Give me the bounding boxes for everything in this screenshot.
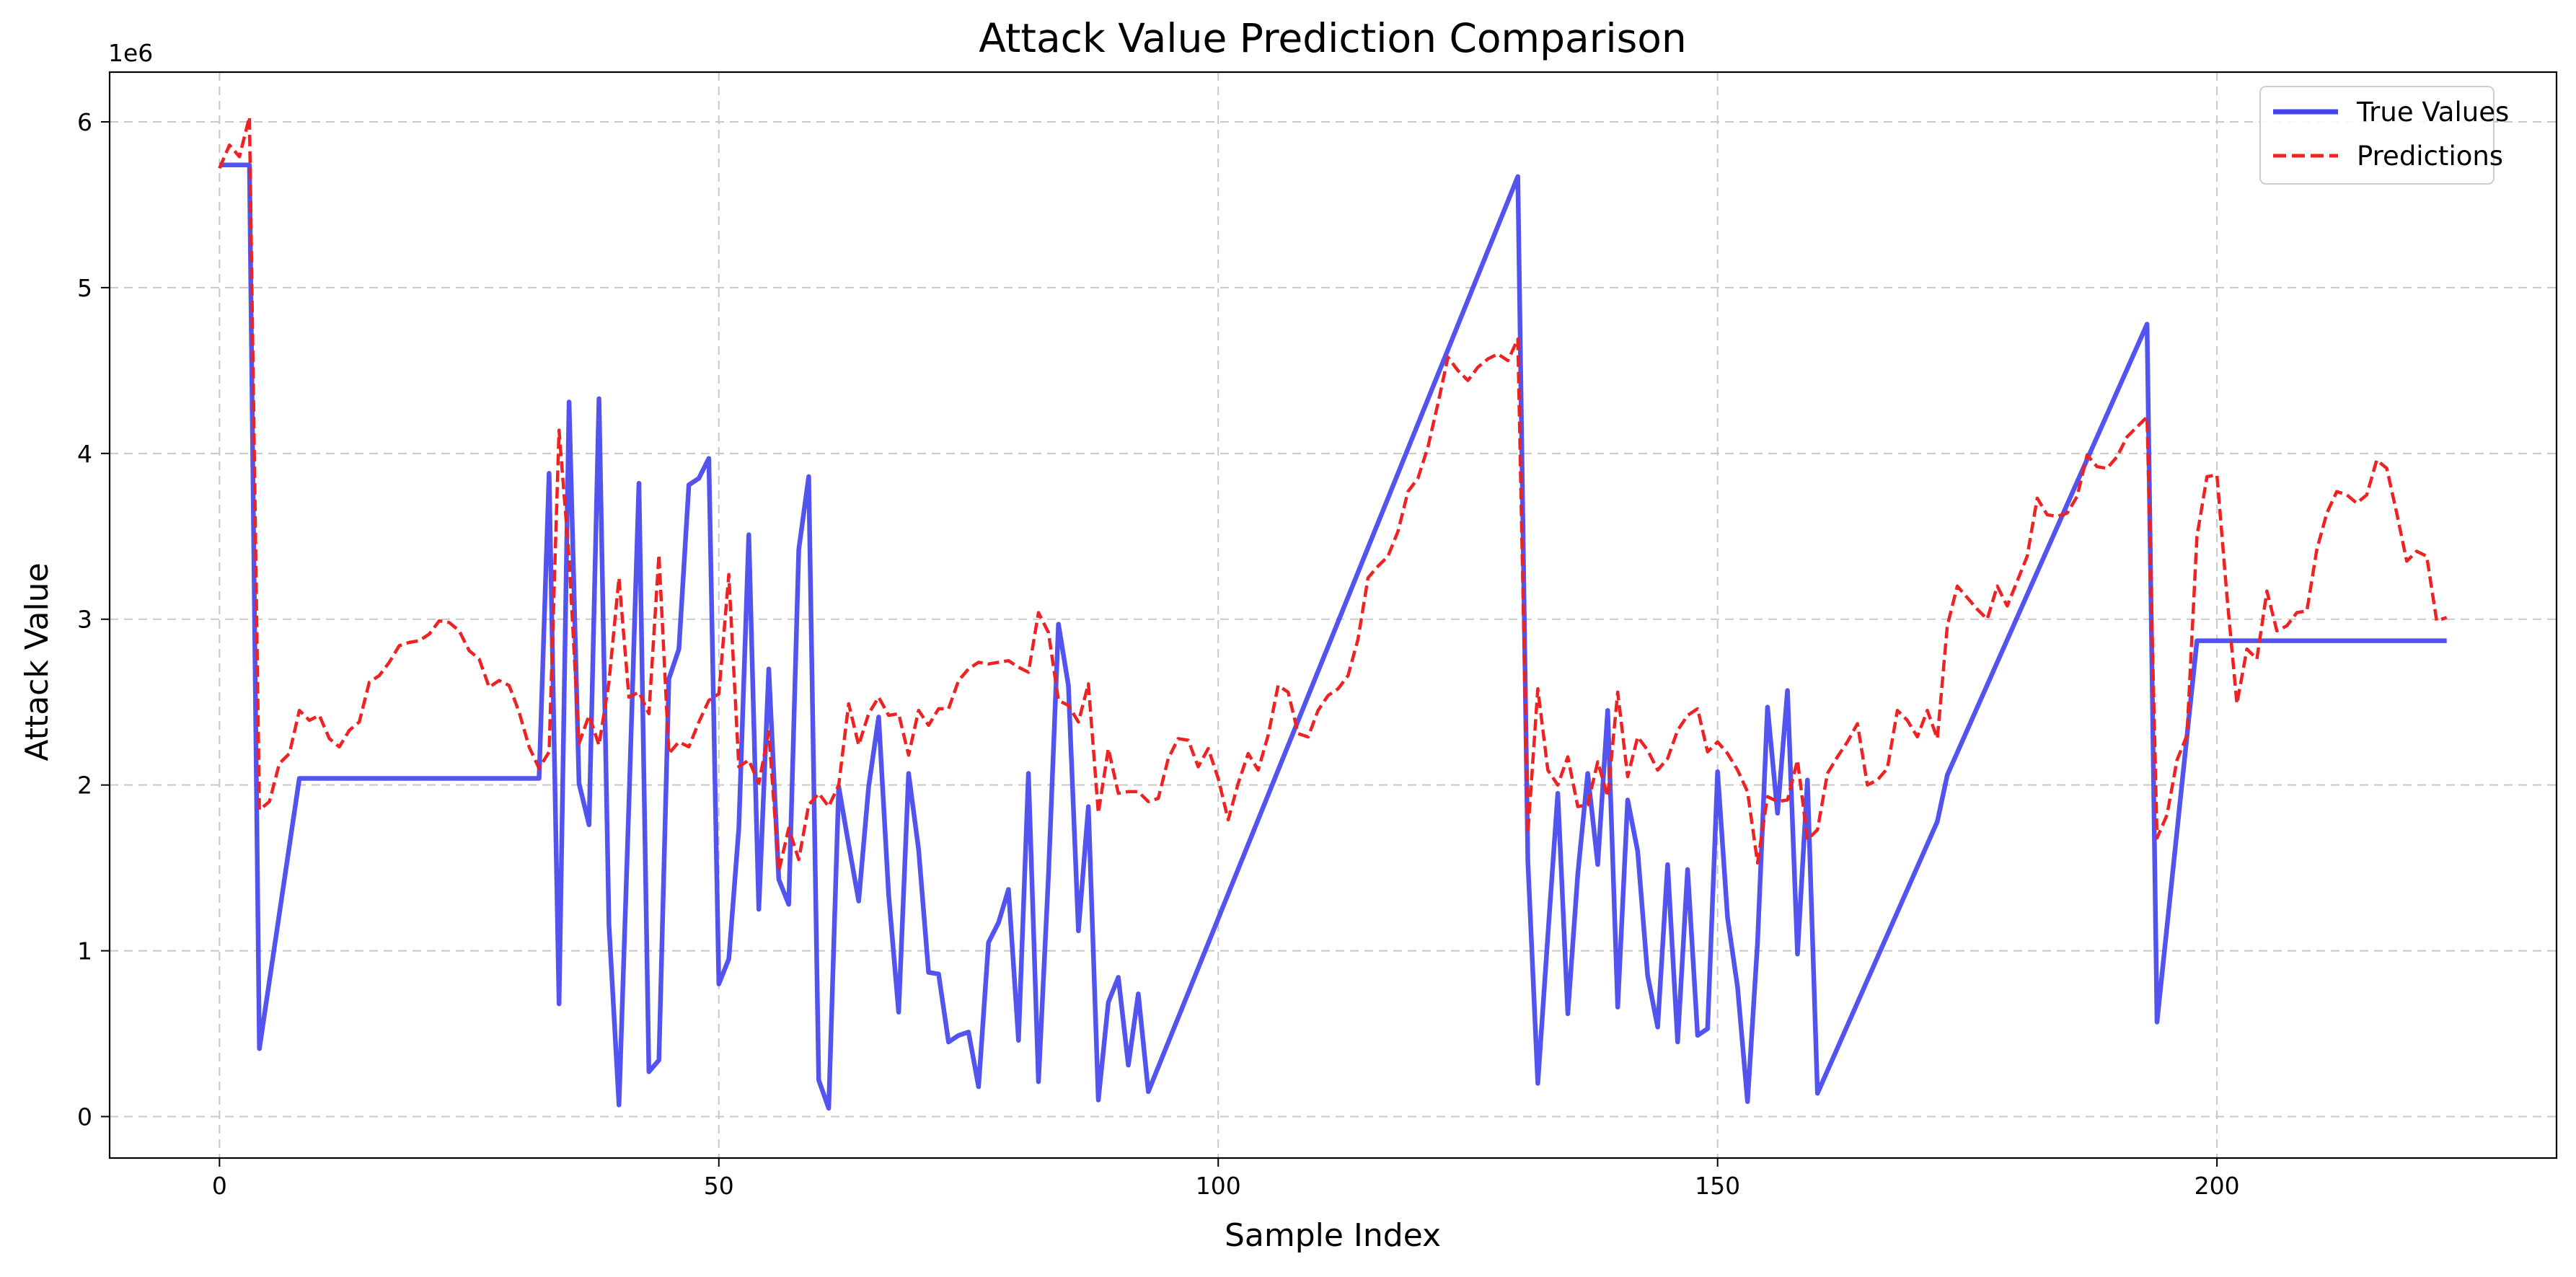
x-axis-ticks: 0 50 100 150 200 <box>212 1158 2240 1200</box>
y-tick-label: 2 <box>77 772 92 800</box>
grid <box>110 72 2557 1158</box>
legend-label-true-values: True Values <box>2356 97 2509 128</box>
plot-frame <box>108 71 2558 1159</box>
y-axis-title: Attack Value <box>19 562 56 761</box>
series-line-predictions <box>218 115 2448 873</box>
series-line-true-values <box>219 162 2447 1111</box>
x-tick-label: 150 <box>1695 1172 1740 1200</box>
y-tick-label: 5 <box>77 274 92 302</box>
y-tick-label: 1 <box>77 937 92 966</box>
x-tick-label: 50 <box>704 1172 734 1200</box>
legend: True Values Predictions <box>2259 86 2509 185</box>
x-tick-label: 100 <box>1196 1172 1241 1200</box>
chart-title: Attack Value Prediction Comparison <box>979 15 1687 61</box>
x-tick-label: 200 <box>2195 1172 2240 1200</box>
x-tick-label: 0 <box>212 1172 227 1200</box>
series-layer <box>218 115 2448 1111</box>
x-axis-title: Sample Index <box>1225 1217 1441 1254</box>
y-tick-label: 4 <box>77 440 92 468</box>
y-axis-ticks: 0 1 2 3 4 5 6 <box>77 108 110 1131</box>
y-tick-label: 0 <box>77 1103 92 1131</box>
y-offset-label: 1e6 <box>108 39 153 67</box>
y-tick-label: 3 <box>77 606 92 634</box>
legend-label-predictions: Predictions <box>2357 141 2503 172</box>
y-tick-label: 6 <box>77 108 92 136</box>
